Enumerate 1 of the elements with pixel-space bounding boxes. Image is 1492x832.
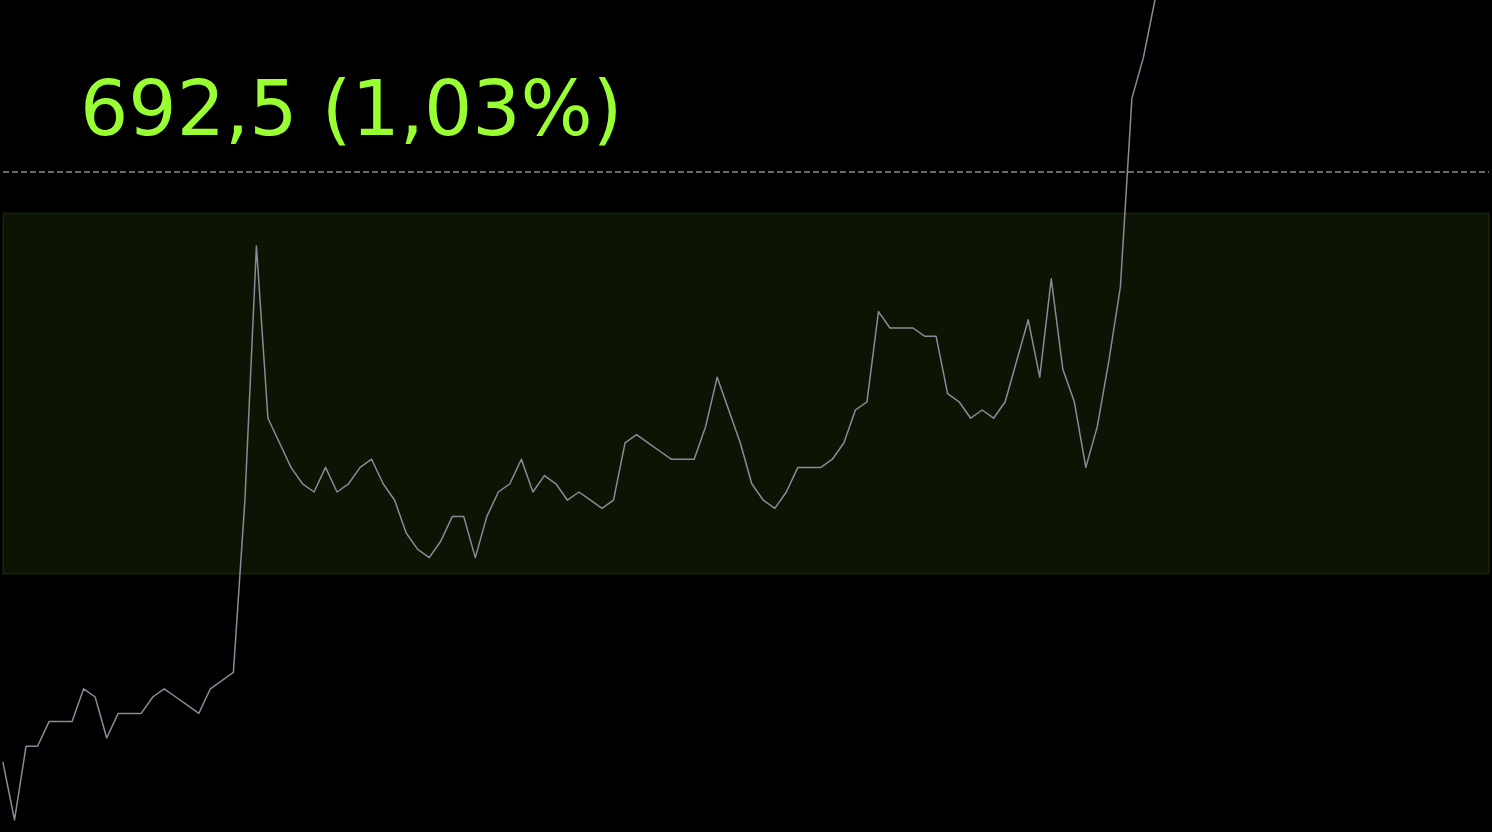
annotation: 692,5 (1,03%) — [80, 63, 623, 153]
